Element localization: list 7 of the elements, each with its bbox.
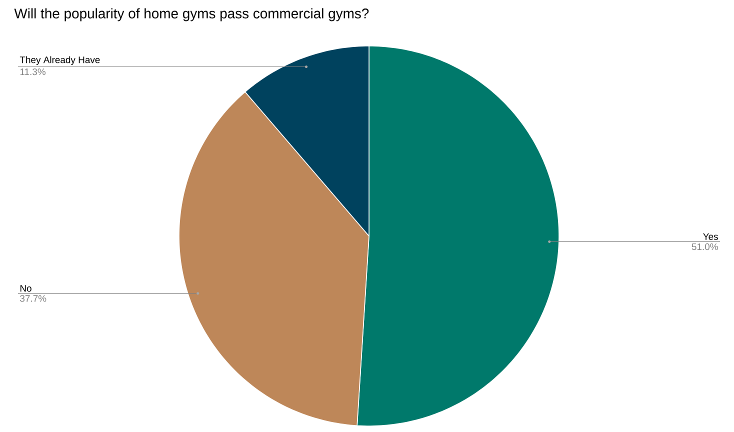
chart-title: Will the popularity of home gyms pass commercial gyms? xyxy=(14,8,369,22)
slice-label: No xyxy=(20,285,32,292)
data-label: 11.3% xyxy=(20,68,46,76)
data-label: 51.0% xyxy=(692,243,718,250)
data-label: 37.7% xyxy=(20,295,46,302)
slice-label: They Already Have xyxy=(20,56,100,66)
slice-label: Yes xyxy=(703,233,718,240)
